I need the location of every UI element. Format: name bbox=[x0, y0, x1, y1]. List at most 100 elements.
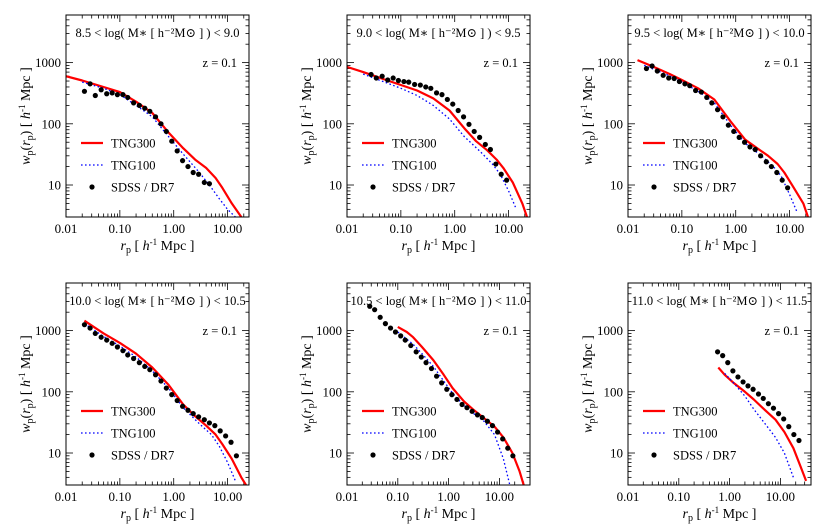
y-tick-label: 1000 bbox=[316, 323, 342, 338]
sdss-point bbox=[654, 68, 660, 74]
x-tick-label: 0.01 bbox=[55, 489, 78, 504]
legend-sdss-marker bbox=[370, 452, 376, 458]
sdss-point bbox=[493, 161, 499, 167]
sdss-point bbox=[179, 158, 186, 164]
sdss-point bbox=[454, 396, 460, 403]
sdss-point bbox=[785, 185, 791, 191]
sdss-point bbox=[752, 146, 758, 153]
y-tick-label: 100 bbox=[42, 116, 62, 131]
sdss-point bbox=[367, 303, 373, 309]
sdss-point bbox=[163, 128, 169, 135]
sdss-point bbox=[190, 169, 196, 176]
sdss-point bbox=[444, 386, 450, 392]
y-tick-label: 100 bbox=[604, 384, 624, 399]
axes: 0.01 0.10 1.00 10.00 10 100 1000 bbox=[35, 282, 249, 504]
sdss-point bbox=[466, 121, 472, 127]
x-axis-label: rp [ h-1 Mpc ] bbox=[121, 505, 195, 524]
sdss-point bbox=[439, 92, 445, 98]
sdss-point bbox=[500, 436, 506, 442]
plot-area bbox=[637, 59, 810, 217]
y-axis-label: wp(rp) [ h-1 Mpc ] bbox=[298, 67, 317, 165]
y-tick-label: 1000 bbox=[35, 323, 61, 338]
legend: TNG300 TNG100 SDSS / DR7 bbox=[643, 405, 736, 463]
legend-tng100-label: TNG100 bbox=[673, 159, 717, 173]
sdss-point bbox=[745, 383, 751, 389]
sdss-points bbox=[714, 349, 802, 444]
plot-area bbox=[66, 75, 243, 217]
y-tick-label: 100 bbox=[323, 384, 343, 399]
y-tick-label: 1000 bbox=[35, 55, 61, 70]
y-tick-label: 1000 bbox=[316, 55, 342, 70]
tng300-line bbox=[717, 366, 808, 482]
sdss-point bbox=[196, 414, 202, 420]
sdss-point bbox=[464, 405, 470, 411]
sdss-point bbox=[428, 85, 434, 91]
legend-tng100-label: TNG100 bbox=[673, 427, 717, 441]
sdss-point bbox=[449, 392, 455, 398]
redshift-label: z = 0.1 bbox=[765, 324, 799, 338]
sdss-point bbox=[413, 349, 419, 355]
sdss-point bbox=[765, 401, 771, 407]
sdss-point bbox=[775, 411, 782, 417]
sdss-point bbox=[152, 114, 159, 120]
sdss-point bbox=[373, 75, 379, 81]
sdss-point bbox=[163, 385, 169, 391]
sdss-point bbox=[444, 96, 450, 103]
y-tick-label: 10 bbox=[48, 446, 61, 461]
redshift-label: z = 0.1 bbox=[765, 56, 799, 70]
sdss-point bbox=[460, 114, 467, 120]
sdss-point bbox=[714, 349, 721, 355]
sdss-point bbox=[104, 337, 110, 343]
legend-sdss-marker bbox=[89, 452, 95, 458]
legend-sdss-marker bbox=[651, 452, 657, 458]
sdss-point bbox=[131, 355, 137, 362]
sdss-point bbox=[87, 325, 93, 331]
sdss-point bbox=[730, 368, 736, 374]
sdss-point bbox=[387, 325, 394, 331]
sdss-point bbox=[725, 122, 731, 128]
sdss-point bbox=[763, 159, 769, 165]
sdss-point bbox=[720, 114, 726, 120]
sdss-point bbox=[428, 365, 435, 372]
sdss-point bbox=[212, 423, 218, 429]
sdss-point bbox=[474, 412, 481, 418]
x-axis-label: rp [ h-1 Mpc ] bbox=[683, 237, 757, 256]
sdss-point bbox=[190, 411, 196, 417]
y-axis-label: wp(rp) [ h-1 Mpc ] bbox=[17, 335, 36, 433]
sdss-point bbox=[412, 81, 418, 88]
sdss-point bbox=[755, 391, 762, 397]
sdss-point bbox=[98, 334, 104, 340]
sdss-point bbox=[698, 89, 704, 95]
x-tick-label: 0.10 bbox=[108, 489, 131, 504]
sdss-point bbox=[228, 439, 234, 445]
sdss-point bbox=[114, 344, 120, 350]
sdss-point bbox=[185, 407, 191, 413]
sdss-point bbox=[779, 177, 785, 183]
panel-3: 0.01 0.10 1.00 10.00 10 100 1000 rp [ h-1 Mpc ]… bbox=[579, 14, 812, 256]
sdss-point bbox=[660, 72, 666, 78]
x-tick-label: 0.01 bbox=[55, 221, 78, 236]
sdss-point bbox=[747, 144, 753, 150]
tng300-line bbox=[347, 65, 529, 217]
x-tick-label: 1.00 bbox=[718, 489, 741, 504]
sdss-point bbox=[479, 414, 485, 421]
sdss-point bbox=[510, 453, 516, 459]
sdss-point bbox=[406, 79, 412, 85]
sdss-point bbox=[120, 348, 126, 354]
panel-5: 0.01 0.10 1.00 10.00 10 100 1000 rp [ h-1 Mpc ]… bbox=[298, 282, 531, 524]
sdss-point bbox=[455, 107, 461, 114]
sdss-point bbox=[402, 337, 408, 343]
x-tick-label: 0.01 bbox=[617, 489, 640, 504]
legend: TNG300 TNG100 SDSS / DR7 bbox=[362, 405, 455, 463]
sdss-point bbox=[398, 333, 404, 339]
x-axis-label: rp [ h-1 Mpc ] bbox=[121, 237, 195, 256]
sdss-point bbox=[158, 121, 164, 127]
mass-bin-label: 9.0 < log( M∗ [ h⁻²M⊙ ] ) < 9.5 bbox=[357, 26, 521, 40]
legend-tng100-label: TNG100 bbox=[392, 159, 436, 173]
axes: 0.01 0.10 1.00 10.00 10 100 1000 bbox=[597, 14, 811, 236]
legend-sdss-label: SDSS / DR7 bbox=[673, 449, 736, 463]
plot-area bbox=[347, 65, 529, 217]
y-axis-label: wp(rp) [ h-1 Mpc ] bbox=[579, 67, 598, 165]
legend: TNG300 TNG100 SDSS / DR7 bbox=[643, 137, 736, 195]
sdss-point bbox=[417, 82, 423, 88]
